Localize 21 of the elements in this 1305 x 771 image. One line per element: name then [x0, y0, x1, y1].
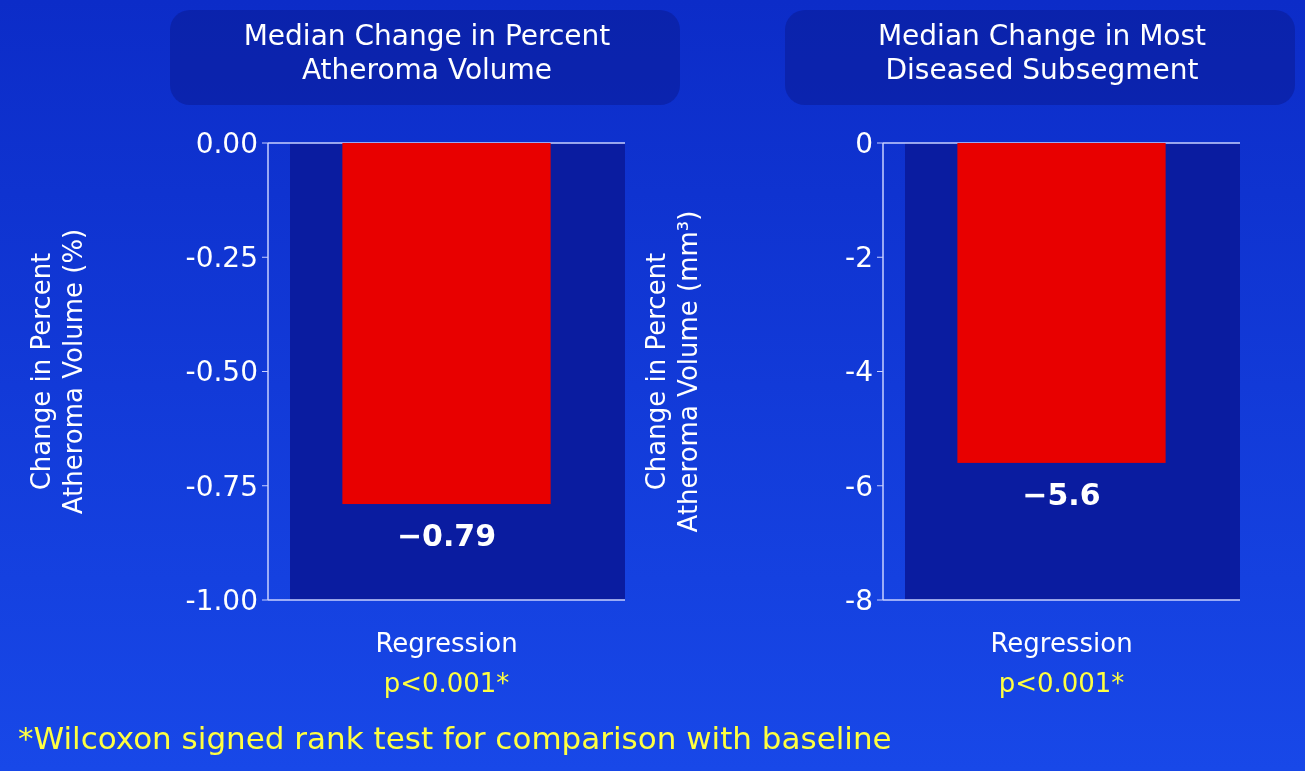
- data-label: −5.6: [1022, 476, 1101, 512]
- y-tick-label: 0: [855, 126, 873, 160]
- y-tick-label: -0.25: [185, 241, 258, 275]
- y-tick-label: -6: [845, 469, 873, 503]
- y-tick-label: -0.50: [185, 355, 258, 389]
- y-tick-label: 0.00: [195, 126, 258, 160]
- text: p<0.001*: [383, 668, 510, 698]
- y-tick-label: -1.00: [185, 583, 258, 617]
- x-tick-label: Regression: [990, 628, 1133, 658]
- chart-title: Median Change in Percent Atheroma Volume: [243, 19, 611, 86]
- x-tick-label: Regression: [375, 628, 518, 658]
- y-tick-label: -0.75: [185, 469, 258, 503]
- text: *Wilcoxon signed rank test for comparison with baseline: [18, 720, 892, 756]
- y-tick-label: -2: [845, 241, 873, 275]
- y-axis-title: Change in Percent Atheroma Volume (%): [26, 228, 88, 515]
- chart-title: Median Change in Most Diseased Subsegment: [877, 19, 1207, 86]
- text: p<0.001*: [998, 668, 1125, 698]
- y-tick-label: -4: [845, 355, 873, 389]
- y-axis-title: Change in Percent Atheroma Volume (mm³): [641, 210, 703, 533]
- y-tick-label: -8: [845, 583, 873, 617]
- data-label: −0.79: [396, 518, 497, 554]
